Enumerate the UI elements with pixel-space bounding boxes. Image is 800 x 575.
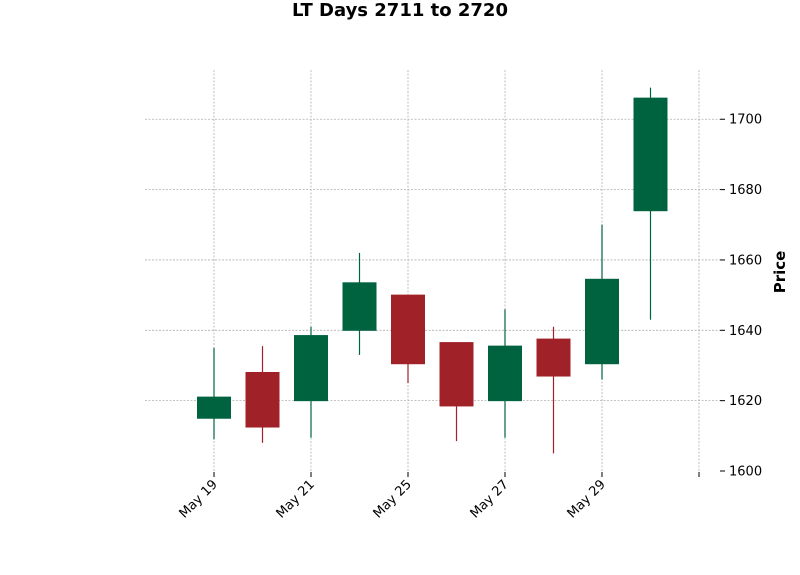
- candle-body: [633, 97, 668, 212]
- x-tick-label: May 19: [177, 477, 221, 521]
- x-tick-label: May 25: [371, 477, 415, 521]
- y-axis-label: Price: [771, 251, 789, 294]
- candle-body: [197, 396, 231, 419]
- candle-body: [245, 372, 280, 428]
- grid-lines: [145, 70, 720, 471]
- x-axis: May 19 May 21 May 25 May 27 May 29: [177, 472, 700, 521]
- y-tick-label: 1680: [729, 183, 762, 198]
- candles: [197, 87, 668, 454]
- x-tick-label: May 21: [274, 477, 318, 521]
- candle-body: [391, 294, 425, 365]
- x-tick-label: May 29: [565, 477, 609, 521]
- candle-body: [294, 335, 328, 402]
- y-tick-label: 1660: [729, 253, 762, 268]
- candle-body: [585, 278, 619, 365]
- candle-body: [342, 282, 377, 331]
- candle-body: [536, 338, 571, 377]
- chart-title: LT Days 2711 to 2720: [292, 0, 508, 21]
- y-tick-label: 1640: [729, 324, 762, 339]
- y-tick-label: 1700: [729, 113, 762, 128]
- y-axis: 1600 1620 1640 1660 1680 1700: [720, 113, 762, 480]
- candle-body: [488, 345, 522, 402]
- y-tick-label: 1620: [729, 394, 762, 409]
- candle-body: [439, 342, 474, 407]
- y-tick-label: 1600: [729, 465, 762, 480]
- x-tick-label: May 27: [468, 477, 512, 521]
